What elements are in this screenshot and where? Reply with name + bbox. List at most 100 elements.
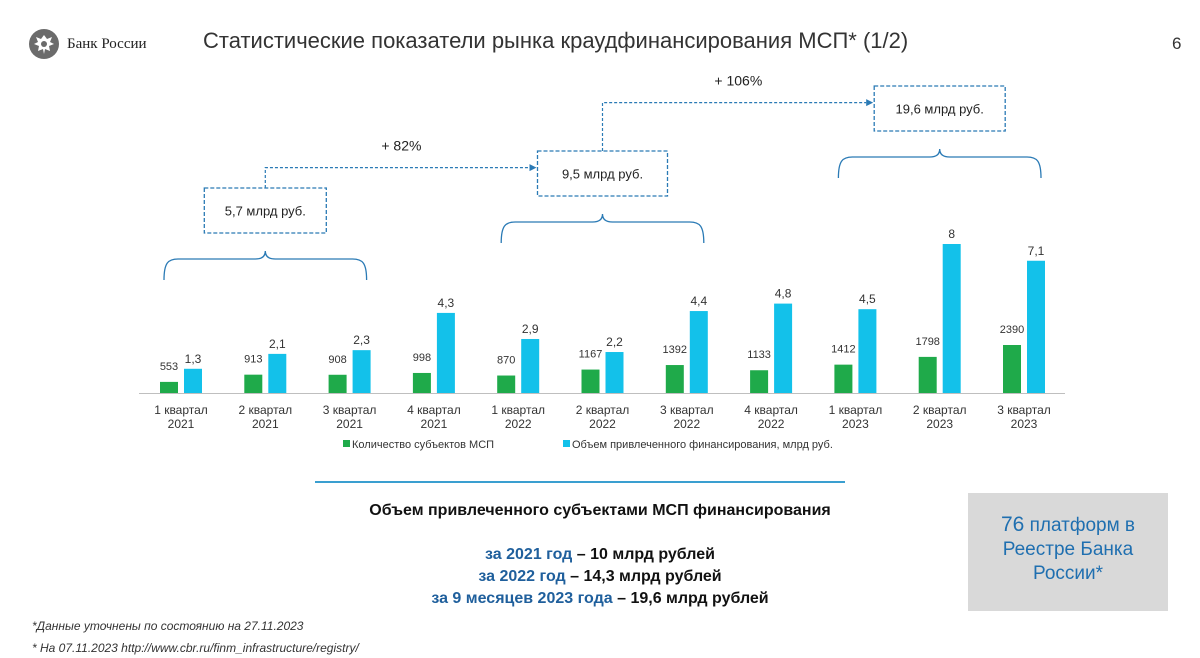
growth-label: + 82% (381, 138, 421, 154)
x-tick-label-quarter: 4 квартал (744, 403, 798, 417)
summary-title: Объем привлеченного субъектами МСП финан… (369, 502, 831, 519)
data-label-financing: 2,2 (606, 335, 623, 349)
summary-period: за 2022 год (478, 568, 566, 585)
data-label-msp-count: 553 (160, 361, 178, 373)
x-tick-label-year: 2022 (673, 417, 700, 431)
annual-total-label: 9,5 млрд руб. (562, 167, 643, 182)
bar-financing (605, 352, 624, 393)
data-label-financing: 7,1 (1028, 244, 1045, 258)
x-tick-label-year: 2022 (758, 417, 785, 431)
data-label-financing: 4,8 (775, 287, 792, 301)
annual-total-box (873, 85, 1006, 132)
bar-financing (184, 368, 202, 393)
bar-financing (352, 350, 371, 393)
footnote-registry-link: * На 07.11.2023 http://www.cbr.ru/finm_i… (32, 641, 359, 655)
slide-header: Банк России Статистические показатели ры… (0, 0, 1200, 80)
year-brace (500, 213, 705, 244)
bar-msp-count (412, 372, 431, 393)
bar-msp-count (1003, 345, 1021, 393)
summary-row-2021: за 2021 год – 10 млрд рублей (0, 546, 1200, 564)
footnote-data-date: *Данные уточнены по состоянию на 27.11.2… (32, 619, 304, 633)
summary-period: за 9 месяцев 2023 года (431, 590, 613, 607)
registry-count: 76 (1000, 513, 1025, 536)
x-tick-label-quarter: 2 квартал (576, 403, 630, 417)
annual-total-box (203, 187, 327, 234)
x-tick-label-year: 2021 (421, 417, 448, 431)
x-tick-label-year: 2023 (842, 417, 869, 431)
growth-label: + 106% (714, 73, 762, 89)
x-tick-label-quarter: 4 квартал (407, 403, 461, 417)
summary-row-2023: за 9 месяцев 2023 года – 19,6 млрд рубле… (0, 590, 1200, 608)
x-tick-label-year: 2022 (505, 417, 532, 431)
bar-msp-count (328, 374, 347, 393)
bar-msp-count (750, 370, 769, 393)
bar-financing (521, 338, 540, 393)
data-label-msp-count: 2390 (1000, 324, 1024, 336)
legend-swatch-financing (563, 440, 570, 447)
legend-label-financing: Объем привлеченного финансирования, млрд… (572, 439, 833, 451)
page-title: Статистические показатели рынка краудфин… (203, 28, 909, 53)
registry-line3: России* (1032, 563, 1104, 584)
summary-value: – 10 млрд рублей (572, 546, 715, 563)
annual-total-label: 5,7 млрд руб. (225, 204, 306, 219)
data-label-msp-count: 998 (413, 352, 431, 364)
bar-msp-count (160, 381, 178, 393)
data-label-msp-count: 1167 (579, 349, 603, 361)
x-tick-label-quarter: 1 квартал (829, 403, 883, 417)
data-label-financing: 4,3 (438, 296, 455, 310)
annual-total-label: 19,6 млрд руб. (896, 102, 984, 117)
data-label-financing: 1,3 (185, 352, 202, 366)
x-tick-label-quarter: 3 квартал (323, 403, 377, 417)
bar-financing (689, 311, 708, 393)
data-label-msp-count: 908 (328, 354, 346, 366)
bar-financing (436, 312, 455, 393)
data-label-financing: 8 (948, 227, 955, 241)
bar-financing (942, 244, 961, 393)
x-tick-label-year: 2021 (336, 417, 363, 431)
x-tick-label-year: 2023 (1011, 417, 1038, 431)
data-label-msp-count: 913 (244, 354, 262, 366)
x-tick-label-quarter: 1 квартал (491, 403, 545, 417)
logo-text: Банк России (67, 35, 147, 52)
page-number: 6 (1172, 34, 1182, 53)
data-label-financing: 2,3 (353, 333, 370, 347)
bar-msp-count (834, 364, 853, 393)
data-label-msp-count: 1133 (747, 349, 771, 361)
data-label-msp-count: 1412 (831, 344, 855, 356)
x-tick-label-year: 2021 (252, 417, 279, 431)
registry-line1: платформ в (1024, 515, 1136, 536)
x-tick-label-year: 2022 (589, 417, 616, 431)
annual-total-box (536, 150, 669, 197)
growth-arrow-head (866, 99, 874, 107)
summary-period: за 2021 год (485, 546, 573, 563)
bar-msp-count (665, 365, 684, 393)
bar-financing (774, 303, 793, 393)
growth-arrow-head (529, 164, 537, 172)
legend-label-msp-count: Количество субъектов МСП (352, 439, 494, 451)
registry-line2: Реестре Банка (1002, 539, 1134, 560)
data-label-financing: 2,9 (522, 322, 539, 336)
year-brace (163, 250, 368, 281)
bar-msp-count (581, 369, 600, 393)
eagle-emblem-icon (29, 29, 59, 59)
bank-logo: Банк России (28, 28, 147, 60)
growth-connector (264, 167, 530, 188)
data-label-msp-count: 1798 (915, 336, 939, 348)
data-label-financing: 4,5 (859, 292, 876, 306)
x-tick-label-quarter: 3 квартал (660, 403, 714, 417)
summary-value: – 14,3 млрд рублей (565, 568, 722, 585)
x-tick-label-year: 2021 (168, 417, 195, 431)
data-label-msp-count: 1392 (663, 344, 687, 356)
x-tick-label-quarter: 2 квартал (913, 403, 967, 417)
bar-financing (1027, 260, 1045, 393)
growth-connector (601, 102, 867, 151)
summary-row-2022: за 2022 год – 14,3 млрд рублей (0, 568, 1200, 586)
legend-swatch-msp-count (343, 440, 350, 447)
data-label-msp-count: 870 (497, 355, 515, 367)
registry-info-box: 76 платформ в Реестре Банка России* (968, 493, 1168, 611)
bar-msp-count (918, 356, 937, 393)
x-tick-label-quarter: 3 квартал (997, 403, 1051, 417)
bar-financing (268, 353, 287, 393)
bar-msp-count (497, 375, 516, 393)
